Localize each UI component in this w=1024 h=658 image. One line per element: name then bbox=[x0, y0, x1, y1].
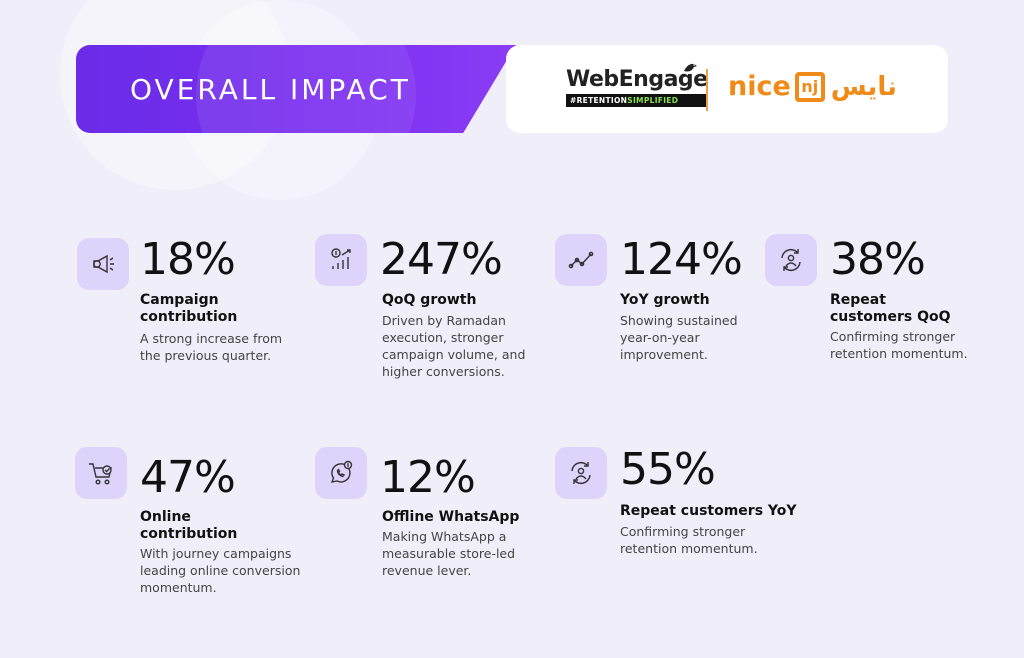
page-title: OVERALL IMPACT bbox=[130, 73, 411, 106]
trend-line-icon bbox=[555, 234, 607, 286]
stat-label: Repeat customers QoQ bbox=[830, 292, 951, 325]
stat-value: 247% bbox=[380, 234, 503, 285]
tagline-highlight: SIMPLIFIED bbox=[627, 96, 679, 105]
stat-value: 12% bbox=[380, 452, 476, 503]
nice-box-mark: nj bbox=[794, 71, 825, 102]
banner-decoration bbox=[196, 45, 416, 133]
partner-logos: WebEngage #RETENTIONSIMPLIFIED nice nj ن… bbox=[506, 45, 948, 133]
stat-label: Online contribution bbox=[140, 509, 238, 542]
whatsapp-icon bbox=[315, 447, 367, 499]
stat-description: A strong increase from the previous quar… bbox=[140, 331, 283, 363]
stat-description: Making WhatsApp a measurable store-led r… bbox=[382, 529, 516, 578]
stat-description: With journey campaigns leading online co… bbox=[140, 546, 301, 595]
stat-label: YoY growth bbox=[620, 292, 710, 308]
repeat-customer-icon bbox=[765, 234, 817, 286]
nice-arabic: نايس bbox=[830, 71, 897, 102]
stat-label: Offline WhatsApp bbox=[382, 509, 520, 525]
stat-label: Campaign contribution bbox=[140, 292, 238, 325]
nice-latin: nice bbox=[728, 71, 791, 102]
stat-description: Showing sustained year-on-year improveme… bbox=[620, 313, 738, 362]
megaphone-icon bbox=[77, 238, 129, 290]
nice-logo: nice nj نايس bbox=[728, 71, 897, 102]
stat-value: 18% bbox=[140, 234, 236, 285]
webengage-tagline: #RETENTIONSIMPLIFIED bbox=[566, 94, 708, 107]
stat-value: 124% bbox=[620, 234, 743, 285]
tagline-prefix: #RETENTION bbox=[570, 96, 628, 105]
stat-value: 55% bbox=[620, 444, 716, 495]
stat-value: 47% bbox=[140, 452, 236, 503]
stat-description: Confirming stronger retention momentum. bbox=[830, 329, 968, 361]
bird-icon bbox=[684, 63, 697, 72]
stat-description: Confirming stronger retention momentum. bbox=[620, 524, 758, 556]
webengage-logo: WebEngage #RETENTIONSIMPLIFIED bbox=[566, 63, 708, 107]
stat-label: QoQ growth bbox=[382, 292, 477, 308]
logo-divider bbox=[706, 69, 708, 111]
cart-icon bbox=[75, 447, 127, 499]
title-banner: OVERALL IMPACT bbox=[76, 45, 516, 133]
webengage-name: WebEngage bbox=[566, 67, 708, 92]
stat-description: Driven by Ramadan execution, stronger ca… bbox=[382, 313, 526, 379]
growth-chart-icon bbox=[315, 234, 367, 286]
stat-label: Repeat customers YoY bbox=[620, 503, 797, 519]
stat-value: 38% bbox=[830, 234, 926, 285]
repeat-customer-icon bbox=[555, 447, 607, 499]
